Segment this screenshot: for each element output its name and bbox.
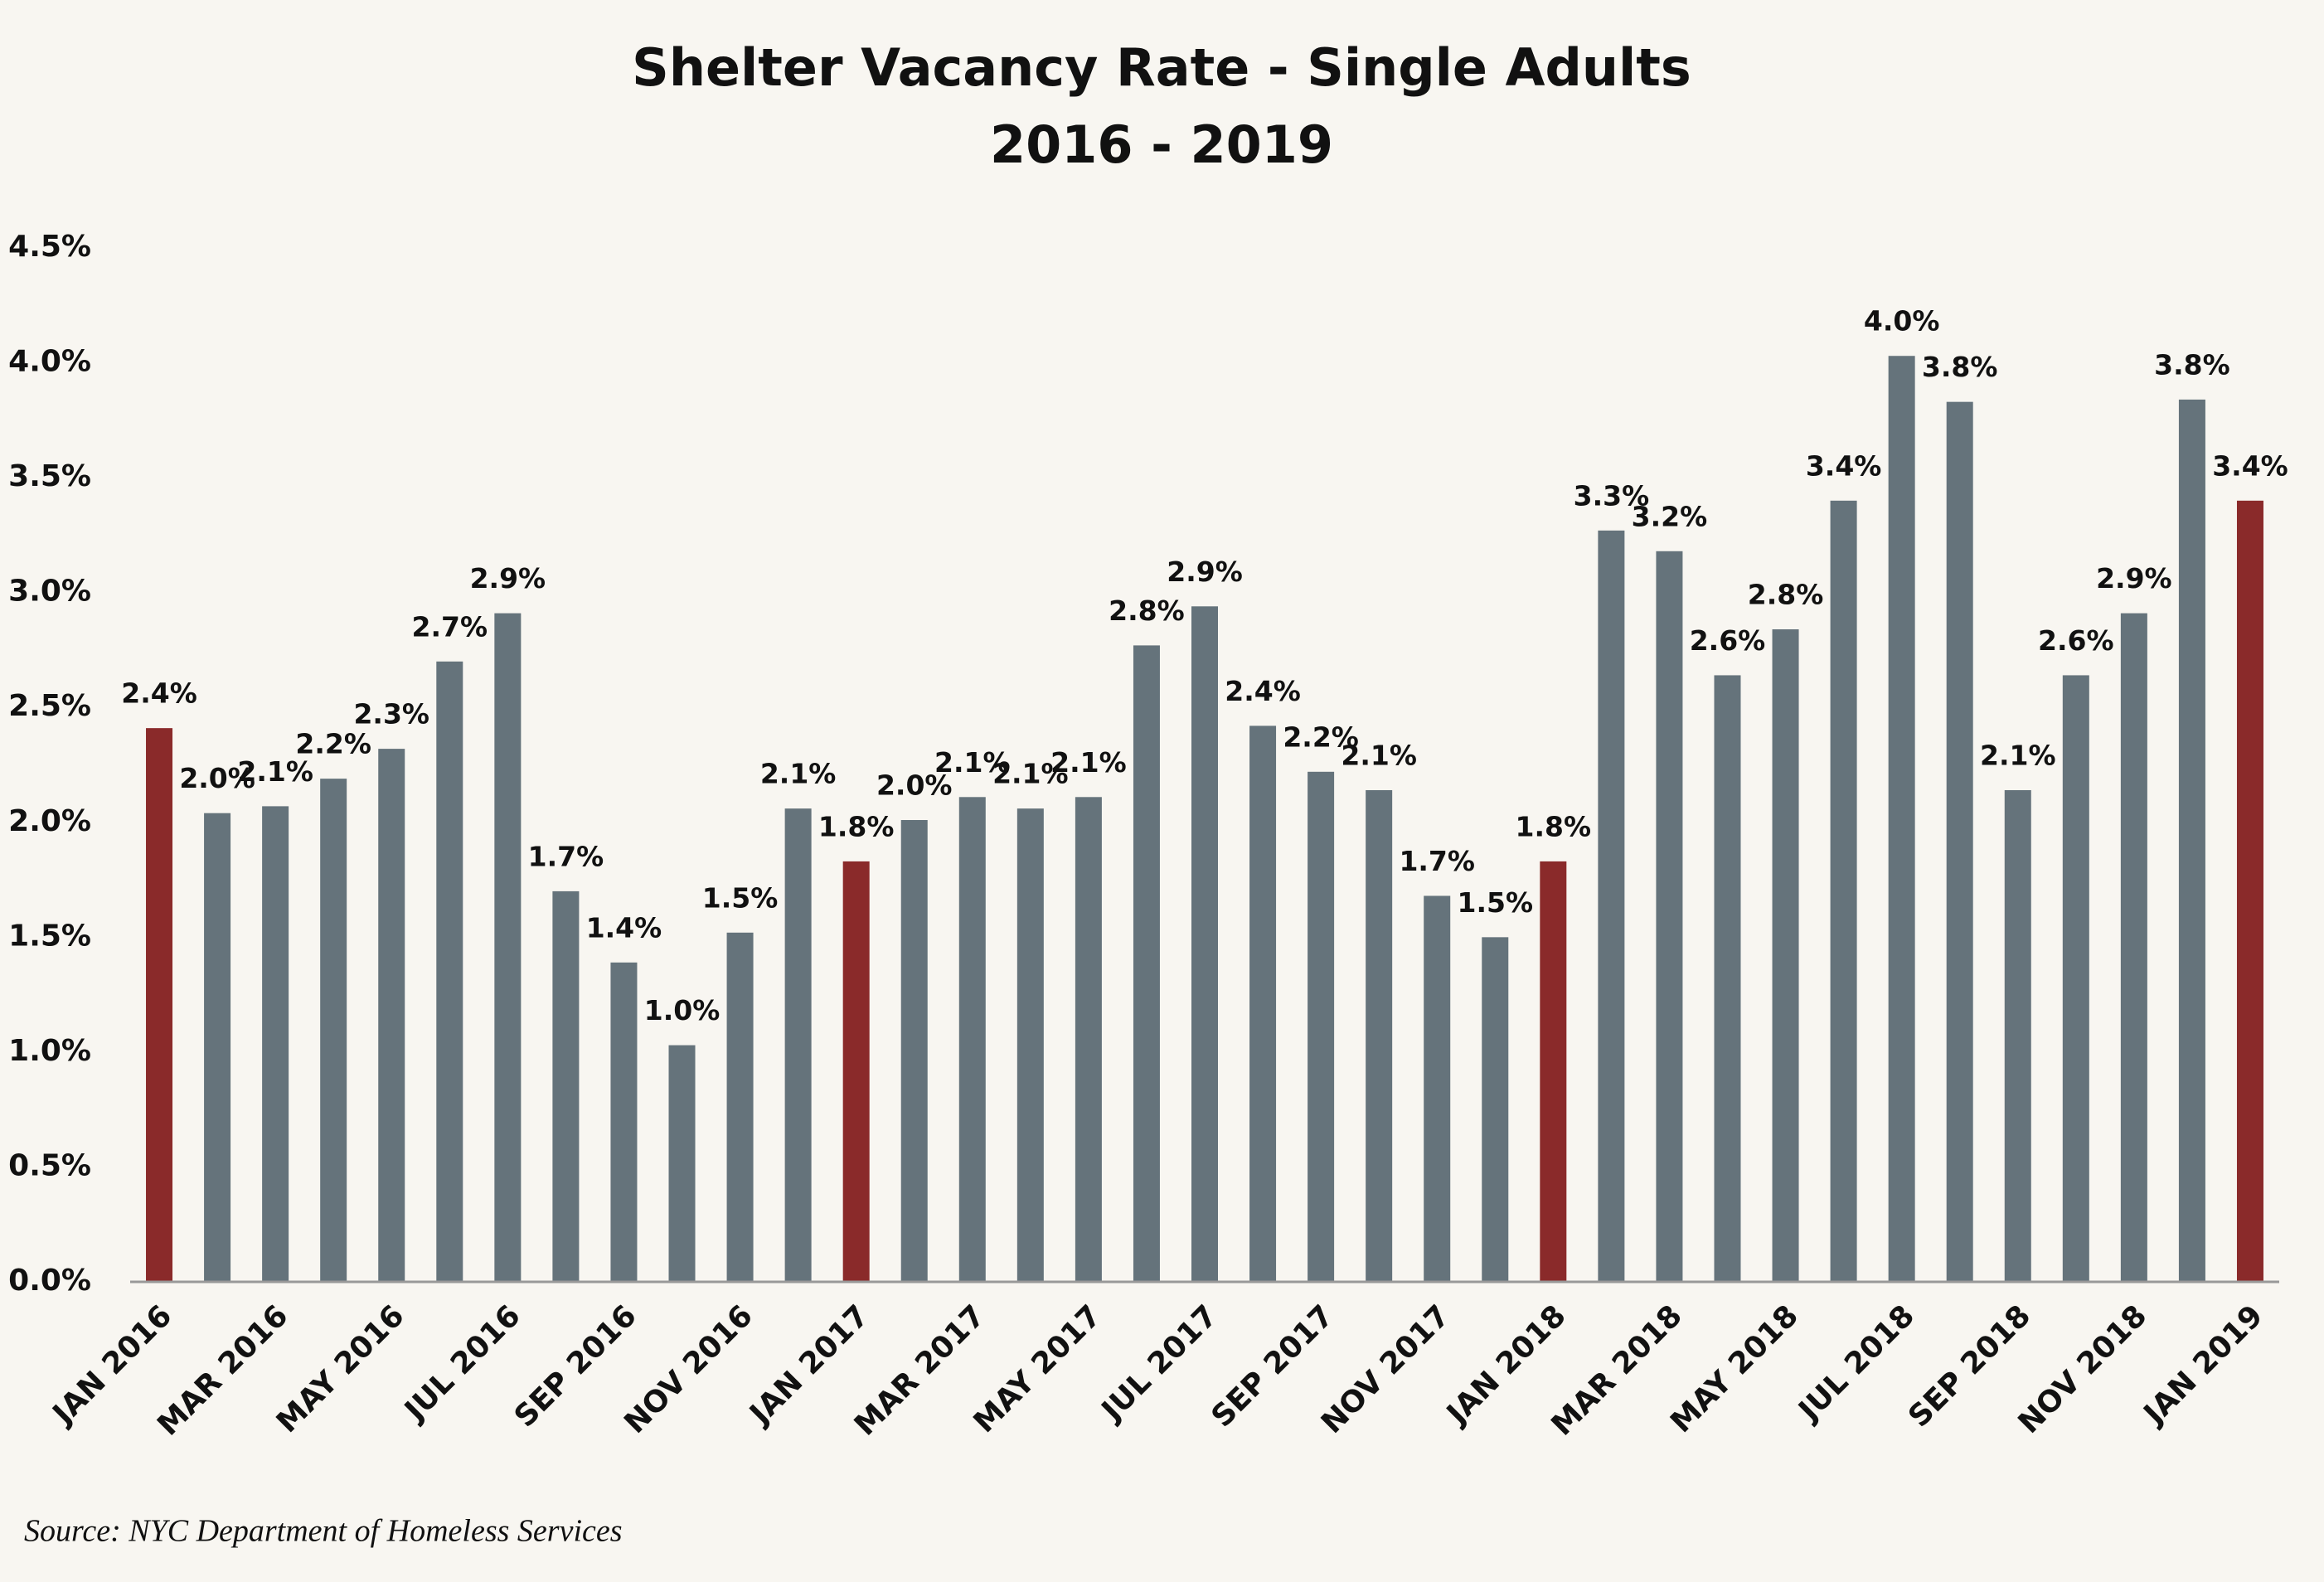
- bar: [262, 806, 289, 1282]
- bar: [2062, 675, 2089, 1282]
- bar: [378, 749, 405, 1282]
- value-label: 2.2%: [295, 728, 371, 760]
- bar: [1946, 401, 1973, 1283]
- bar: [436, 661, 463, 1282]
- bar: [146, 728, 173, 1282]
- value-label: 3.8%: [2154, 348, 2230, 381]
- y-tick-label: 3.0%: [8, 575, 91, 609]
- value-label: 1.8%: [818, 810, 895, 842]
- value-label: 2.9%: [1167, 556, 1243, 588]
- y-tick-label: 2.0%: [8, 804, 91, 838]
- value-label: 2.8%: [1748, 579, 1824, 611]
- value-label: 2.3%: [353, 698, 429, 730]
- value-label: 2.1%: [992, 758, 1069, 790]
- value-label: 2.8%: [1109, 594, 1185, 627]
- bar: [1016, 808, 1044, 1282]
- y-tick-label: 4.5%: [8, 230, 91, 264]
- bar: [1714, 675, 1741, 1282]
- y-tick-label: 0.0%: [8, 1264, 91, 1298]
- value-label: 2.6%: [2038, 624, 2114, 657]
- value-label: 3.3%: [1574, 479, 1650, 512]
- bar: [1133, 645, 1160, 1282]
- chart-subtitle: 2016 - 2019: [990, 114, 1333, 175]
- value-label: 2.1%: [237, 755, 313, 788]
- bar: [1075, 797, 1102, 1282]
- bar: [842, 861, 870, 1282]
- source-note: Source: NYC Department of Homeless Servi…: [24, 1514, 623, 1549]
- value-label: 2.9%: [470, 562, 546, 594]
- bar: [2120, 613, 2147, 1282]
- value-label: 1.0%: [644, 994, 720, 1026]
- value-label: 2.6%: [1690, 624, 1766, 657]
- value-label: 1.5%: [702, 881, 779, 914]
- bar: [1308, 771, 1335, 1282]
- bar: [2004, 789, 2031, 1282]
- value-label: 1.7%: [528, 840, 604, 872]
- bar: [1424, 895, 1451, 1282]
- value-label: 4.0%: [1864, 305, 1940, 337]
- y-tick-label: 1.5%: [8, 919, 91, 953]
- value-label: 2.4%: [121, 677, 197, 710]
- value-label: 2.2%: [1283, 721, 1359, 753]
- bar: [1830, 500, 1857, 1282]
- y-tick-label: 1.0%: [8, 1034, 91, 1068]
- value-label: 2.0%: [179, 762, 255, 794]
- value-label: 2.1%: [760, 758, 837, 790]
- value-label: 2.4%: [1225, 675, 1301, 707]
- value-label: 2.0%: [876, 769, 953, 802]
- bar: [2178, 399, 2205, 1283]
- bar: [1191, 606, 1218, 1282]
- value-label: 3.8%: [1922, 351, 1998, 383]
- bar: [1366, 789, 1393, 1282]
- bar: [610, 962, 638, 1282]
- y-tick-label: 2.5%: [8, 689, 91, 723]
- value-label: 1.8%: [1516, 810, 1592, 842]
- y-tick-label: 0.5%: [8, 1148, 91, 1182]
- bar: [2236, 500, 2263, 1282]
- bar: [552, 890, 580, 1282]
- value-label: 3.4%: [1806, 449, 1882, 482]
- value-label: 2.9%: [2096, 562, 2172, 594]
- bar: [204, 813, 231, 1282]
- bar: [1482, 937, 1509, 1282]
- bar: [1656, 551, 1683, 1282]
- value-label: 2.1%: [1050, 746, 1127, 779]
- value-label: 2.1%: [934, 746, 1011, 779]
- y-tick-label: 4.0%: [8, 345, 91, 379]
- value-label: 1.5%: [1458, 886, 1534, 919]
- bar: [1540, 861, 1567, 1282]
- bar: [958, 797, 986, 1282]
- bar: [494, 613, 522, 1282]
- value-label: 1.7%: [1399, 845, 1475, 877]
- bar: [1772, 629, 1799, 1282]
- bar: [1249, 725, 1277, 1282]
- bar: [668, 1045, 696, 1282]
- value-label: 2.1%: [1341, 739, 1417, 771]
- bar: [320, 779, 347, 1282]
- bar: [726, 932, 754, 1282]
- y-tick-label: 3.5%: [8, 459, 91, 493]
- chart-title: Shelter Vacancy Rate - Single Adults: [632, 37, 1691, 98]
- value-label: 3.2%: [1632, 500, 1708, 532]
- bar: [900, 820, 928, 1282]
- value-label: 2.7%: [412, 610, 488, 643]
- bar: [784, 808, 812, 1282]
- value-label: 2.1%: [1980, 739, 2056, 771]
- value-label: 1.4%: [586, 911, 662, 944]
- bar: [1598, 530, 1625, 1282]
- value-label: 3.4%: [2212, 449, 2288, 482]
- bar: [1888, 356, 1915, 1283]
